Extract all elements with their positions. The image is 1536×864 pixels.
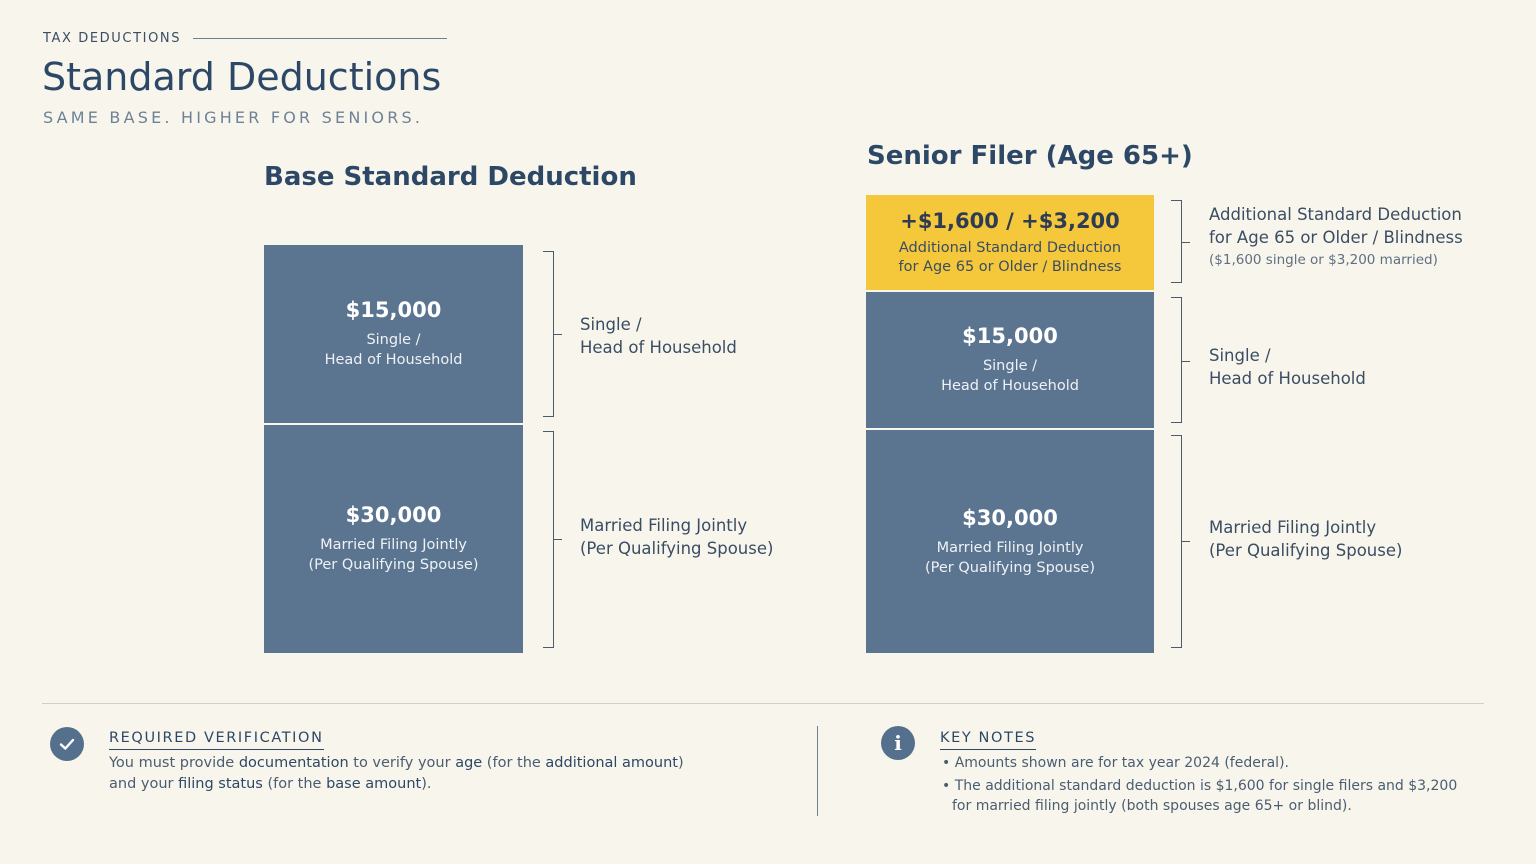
base-married-bracket bbox=[543, 431, 554, 648]
verification-text-strong: base amount bbox=[326, 776, 422, 792]
verification-text-part: You must provide bbox=[109, 755, 239, 771]
base-married-side-line-1: Married Filing Jointly bbox=[580, 516, 748, 535]
notes-section: KEY NOTES bbox=[940, 727, 1037, 750]
eyebrow-rule bbox=[193, 38, 447, 39]
eyebrow-label: TAX DEDUCTIONS bbox=[43, 31, 182, 46]
base-single-bracket bbox=[543, 251, 554, 417]
footer-divider bbox=[817, 726, 818, 816]
verification-text: You must provide documentation to verify… bbox=[109, 753, 749, 795]
verification-text-strong: additional amount bbox=[545, 755, 678, 771]
verification-text-strong: documentation bbox=[238, 755, 349, 771]
base-single-side-line-1: Single / bbox=[580, 315, 642, 334]
senior-single-side-label: Single / Head of Household bbox=[1209, 344, 1366, 390]
senior-single-side-line-2: Head of Household bbox=[1209, 369, 1366, 388]
senior-additional-block: +$1,600 / +$3,200 Additional Standard De… bbox=[866, 195, 1154, 290]
notes-item-text: Amounts shown are for tax year 2024 (fed… bbox=[954, 755, 1289, 771]
notes-heading: KEY NOTES bbox=[940, 730, 1037, 750]
notes-item: • Amounts shown are for tax year 2024 (f… bbox=[942, 755, 1289, 771]
verification-text-part: (for the bbox=[482, 755, 546, 771]
senior-additional-side-line-2: for Age 65 or Older / Blindness bbox=[1209, 228, 1463, 247]
base-married-label-1: Married Filing Jointly bbox=[320, 537, 467, 553]
base-married-label-2: (Per Qualifying Spouse) bbox=[308, 557, 479, 573]
base-single-block: $15,000 Single / Head of Household bbox=[264, 245, 523, 423]
senior-single-block: $15,000 Single / Head of Household bbox=[866, 292, 1154, 428]
senior-additional-label-1: Additional Standard Deduction bbox=[898, 239, 1122, 256]
verification-text-part: to verify your bbox=[348, 755, 456, 771]
senior-column-title: Senior Filer (Age 65+) bbox=[867, 141, 1193, 171]
base-single-bracket-tick bbox=[554, 334, 562, 335]
senior-married-side-line-2: (Per Qualifying Spouse) bbox=[1209, 541, 1403, 560]
senior-married-bracket-tick bbox=[1182, 541, 1190, 542]
base-column-title: Base Standard Deduction bbox=[264, 162, 637, 192]
verification-text-strong: age bbox=[455, 755, 483, 771]
base-single-amount: $15,000 bbox=[345, 298, 442, 322]
senior-additional-bracket-tick bbox=[1182, 242, 1190, 243]
senior-additional-side-line-3: ($1,600 single or $3,200 married) bbox=[1209, 252, 1438, 268]
base-married-side-label: Married Filing Jointly (Per Qualifying S… bbox=[580, 514, 773, 560]
verification-heading: REQUIRED VERIFICATION bbox=[109, 730, 324, 750]
senior-married-label-1: Married Filing Jointly bbox=[936, 539, 1084, 556]
verification-text-part: ). bbox=[421, 776, 432, 792]
senior-married-side-label: Married Filing Jointly (Per Qualifying S… bbox=[1209, 516, 1402, 562]
senior-single-bracket-tick bbox=[1182, 361, 1190, 362]
senior-married-amount: $30,000 bbox=[962, 505, 1058, 530]
check-icon bbox=[50, 727, 84, 761]
senior-additional-amount: +$1,600 / +$3,200 bbox=[900, 208, 1120, 233]
notes-item-text: The additional standard deduction is $1,… bbox=[952, 778, 1458, 814]
base-married-amount: $30,000 bbox=[345, 503, 442, 527]
senior-married-side-line-1: Married Filing Jointly bbox=[1209, 518, 1377, 537]
page-subtitle: SAME BASE. HIGHER FOR SENIORS. bbox=[43, 108, 424, 127]
senior-additional-bracket bbox=[1171, 200, 1182, 283]
base-married-block: $30,000 Married Filing Jointly (Per Qual… bbox=[264, 425, 523, 653]
base-married-side-line-2: (Per Qualifying Spouse) bbox=[580, 539, 774, 558]
senior-single-side-line-1: Single / bbox=[1209, 346, 1271, 365]
verification-text-part: and your bbox=[109, 776, 179, 792]
footer-rule bbox=[42, 703, 1484, 704]
senior-single-label-2: Head of Household bbox=[941, 378, 1079, 394]
base-single-label-1: Single / bbox=[366, 332, 421, 348]
senior-single-label-1: Single / bbox=[982, 358, 1038, 374]
senior-additional-label-2: for Age 65 or Older / Blindness bbox=[898, 258, 1122, 275]
base-single-side-line-2: Head of Household bbox=[580, 338, 737, 357]
verification-text-strong: filing status bbox=[178, 776, 263, 792]
senior-married-block: $30,000 Married Filing Jointly (Per Qual… bbox=[866, 430, 1154, 653]
notes-item: • The additional standard deduction is $… bbox=[942, 778, 1458, 814]
senior-single-bracket bbox=[1171, 297, 1182, 423]
base-single-side-label: Single / Head of Household bbox=[580, 313, 737, 359]
page-title: Standard Deductions bbox=[42, 55, 442, 99]
verification-text-part: (for the bbox=[262, 776, 327, 792]
notes-list: • Amounts shown are for tax year 2024 (f… bbox=[940, 753, 1480, 816]
senior-additional-side-label: Additional Standard Deduction for Age 65… bbox=[1209, 203, 1463, 272]
verification-section: REQUIRED VERIFICATION bbox=[109, 727, 324, 750]
base-single-label-2: Head of Household bbox=[324, 352, 463, 368]
base-married-bracket-tick bbox=[554, 539, 562, 540]
verification-text-part: ) bbox=[678, 755, 684, 771]
senior-married-bracket bbox=[1171, 435, 1182, 648]
senior-married-label-2: (Per Qualifying Spouse) bbox=[925, 559, 1095, 576]
senior-additional-side-line-1: Additional Standard Deduction bbox=[1209, 205, 1462, 224]
senior-single-amount: $15,000 bbox=[962, 324, 1058, 348]
info-icon: i bbox=[881, 726, 915, 760]
